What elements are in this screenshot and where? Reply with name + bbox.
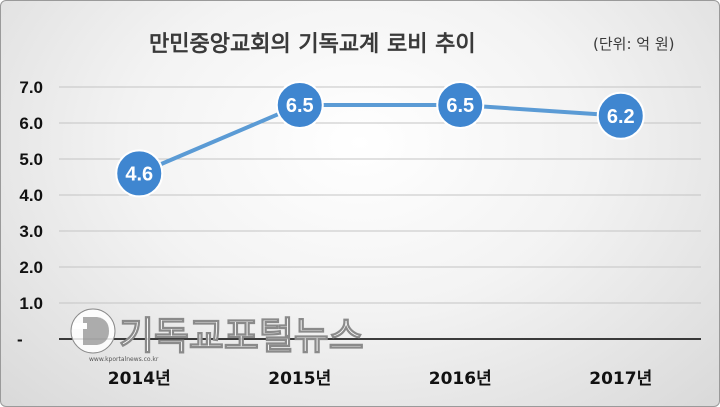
chart-title: 만민중앙교회의 기독교계 로비 추이 [149, 32, 476, 57]
x-tick-label: 2016년 [429, 369, 492, 389]
data-marker [115, 149, 164, 198]
data-label: 6.5 [446, 95, 474, 117]
x-axis-tick-labels: 2014년 2015년 2016년 2017년 [108, 369, 652, 389]
y-tick-label: 2.0 [19, 258, 43, 277]
y-tick-label: 5.0 [19, 150, 43, 169]
watermark: 기독교포털뉴스 www.kportalnews.co.kr [70, 308, 364, 363]
watermark-logo-icon [70, 308, 116, 354]
data-label: 4.6 [125, 163, 153, 185]
data-label: 6.5 [286, 95, 314, 117]
y-axis-tick-labels: - 1.0 2.0 3.0 4.0 5.0 6.0 7.0 [17, 78, 43, 349]
x-tick-label: 2015년 [268, 369, 331, 389]
y-tick-label: 1.0 [19, 294, 43, 313]
watermark-url: www.kportalnews.co.kr [89, 356, 159, 363]
y-tick-label: 4.0 [19, 186, 43, 205]
y-tick-label: 3.0 [19, 222, 43, 241]
x-tick-label: 2017년 [589, 369, 652, 389]
data-labels: 4.6 6.5 6.5 6.2 [125, 95, 634, 185]
gridlines [59, 86, 701, 340]
y-tick-label: - [17, 330, 23, 349]
data-marker [596, 91, 645, 140]
series-line [138, 103, 621, 176]
x-tick-label: 2014년 [108, 369, 171, 389]
unit-note: (단위: 억 원) [593, 35, 675, 53]
watermark-text: 기독교포털뉴스 [119, 314, 364, 358]
data-marker [436, 81, 485, 129]
y-tick-label: 7.0 [19, 78, 43, 97]
data-label: 6.2 [607, 106, 635, 128]
y-tick-label: 6.0 [19, 114, 43, 133]
data-markers [115, 81, 645, 198]
data-marker [275, 81, 324, 129]
